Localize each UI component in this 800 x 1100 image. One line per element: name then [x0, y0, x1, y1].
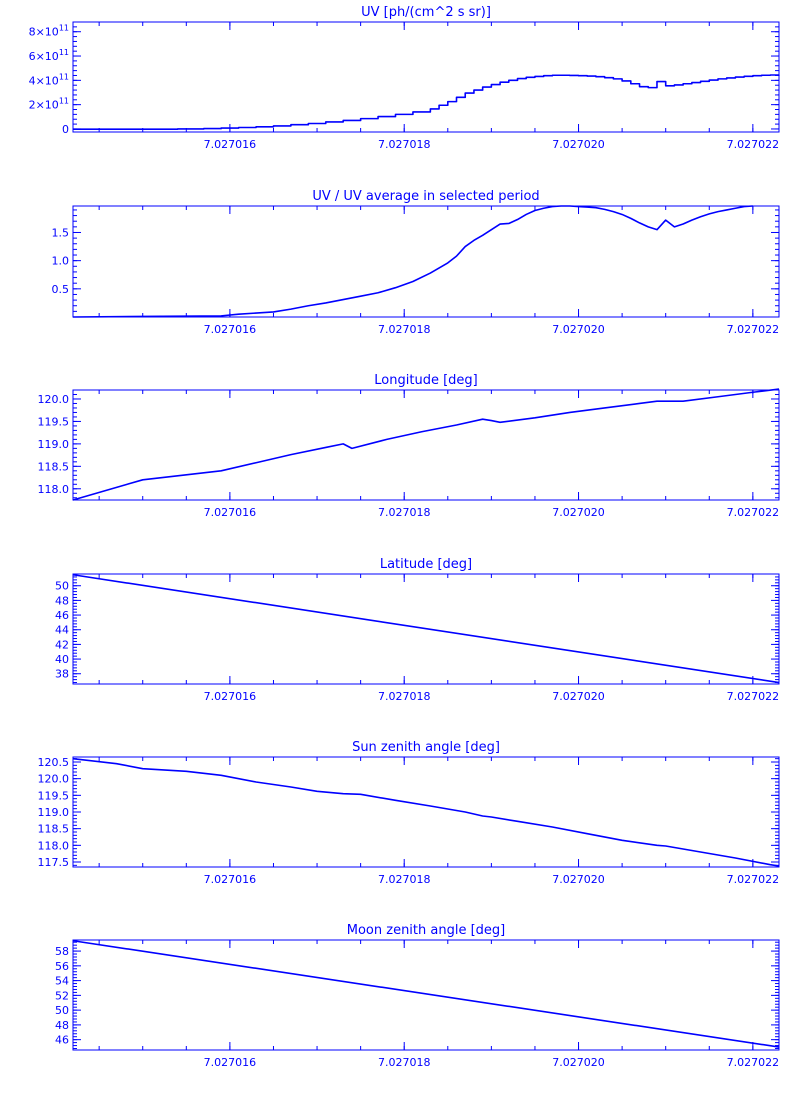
uv-x-tick-label: 7.027022	[727, 138, 780, 151]
longitude-x-tick-label: 7.027016	[204, 506, 257, 519]
sun-zenith-y-tick-label: 120.0	[38, 773, 70, 786]
latitude-y-tick-label: 48	[55, 594, 69, 607]
moon-zenith-y-tick-label: 48	[55, 1019, 69, 1032]
uv-ratio-y-tick-label: 1.5	[52, 226, 70, 239]
uv-y-tick-exponent: 11	[59, 72, 69, 81]
uv-y-tick-label: 8×1011	[29, 24, 69, 39]
uv-ratio-x-tick-label: 7.027016	[204, 323, 257, 336]
moon-zenith-y-tick-label: 54	[55, 975, 69, 988]
uv-ratio-x-tick-label: 7.027020	[552, 323, 605, 336]
latitude-frame	[72, 573, 780, 685]
latitude-x-tick-label: 7.027020	[552, 690, 605, 703]
latitude-y-tick-label: 50	[55, 580, 69, 593]
uv-y-tick-mantissa: 4×10	[29, 74, 59, 87]
longitude-frame	[72, 389, 780, 501]
moon-zenith-y-tick-label: 58	[55, 945, 69, 958]
uv-y-tick-label: 0	[62, 123, 69, 136]
latitude-y-tick-label: 42	[55, 638, 69, 651]
sun-zenith-y-tick-label: 117.5	[38, 856, 70, 869]
uv-series-line	[73, 74, 780, 131]
latitude-panel: Latitude [deg] 7.027016 7.027018 7.027020 7.…	[55, 557, 780, 703]
sun-zenith-series-line	[72, 757, 780, 867]
moon-zenith-y-tick-label: 56	[55, 960, 69, 973]
uv-ratio-panel: UV / UV average in selected period 7.0270…	[52, 189, 780, 336]
moon-zenith-y-tick-label: 50	[55, 1004, 69, 1017]
uv-x-tick-label: 7.027020	[552, 138, 605, 151]
longitude-y-tick-label: 120.0	[38, 393, 70, 406]
sun-zenith-title: Sun zenith angle [deg]	[352, 740, 500, 755]
uv-ratio-y-tick-label: 0.5	[52, 283, 70, 296]
uv-x-tick-label: 7.027016	[204, 138, 257, 151]
uv-panel: UV [ph/(cm^2 s sr)] 7.027016 7.027018 7.027…	[29, 5, 780, 151]
latitude-y-tick-label: 40	[55, 653, 69, 666]
latitude-x-tick-label: 7.027022	[727, 690, 780, 703]
sun-zenith-y-tick-label: 119.5	[38, 789, 70, 802]
moon-zenith-x-tick-label: 7.027022	[727, 1056, 780, 1069]
longitude-title: Longitude [deg]	[374, 373, 477, 388]
latitude-title: Latitude [deg]	[380, 557, 472, 572]
latitude-y-tick-label: 38	[55, 668, 69, 681]
uv-ratio-y-tick-label: 1.0	[52, 255, 70, 268]
sun-zenith-x-tick-label: 7.027020	[552, 873, 605, 886]
latitude-x-tick-label: 7.027016	[204, 690, 257, 703]
uv-y-tick-label: 2×1011	[29, 97, 69, 112]
latitude-y-tick-label: 44	[55, 624, 69, 637]
uv-y-tick-mantissa: 6×10	[29, 50, 59, 63]
latitude-series-line	[72, 573, 780, 684]
moon-zenith-y-tick-label: 46	[55, 1034, 69, 1047]
latitude-x-tick-label: 7.027018	[378, 690, 431, 703]
longitude-y-tick-label: 119.5	[38, 415, 70, 428]
uv-ratio-series-line	[72, 205, 753, 318]
moon-zenith-x-tick-label: 7.027020	[552, 1056, 605, 1069]
sun-zenith-x-tick-label: 7.027018	[378, 873, 431, 886]
longitude-x-tick-label: 7.027020	[552, 506, 605, 519]
sun-zenith-y-tick-label: 118.0	[38, 839, 70, 852]
longitude-x-tick-label: 7.027022	[727, 506, 780, 519]
sun-zenith-y-tick-label: 119.0	[38, 806, 70, 819]
uv-y-tick-label: 6×1011	[29, 48, 69, 63]
sun-zenith-y-tick-label: 118.5	[38, 823, 70, 836]
moon-zenith-series-line	[72, 939, 780, 1048]
uv-y-tick-exponent: 11	[59, 24, 69, 33]
sun-zenith-panel: Sun zenith angle [deg] 7.027016 7.027018 7.…	[38, 740, 780, 886]
uv-frame	[72, 21, 780, 133]
uv-y-tick-exponent: 11	[59, 48, 69, 57]
uv-ratio-title: UV / UV average in selected period	[312, 189, 539, 204]
uv-ratio-x-tick-label: 7.027018	[378, 323, 431, 336]
sun-zenith-frame	[72, 756, 780, 868]
uv-y-tick-exponent: 11	[59, 97, 69, 106]
sun-zenith-x-tick-label: 7.027016	[204, 873, 257, 886]
uv-y-tick-mantissa: 8×10	[29, 26, 59, 39]
uv-y-tick-mantissa: 0	[62, 123, 69, 136]
uv-title: UV [ph/(cm^2 s sr)]	[361, 5, 491, 20]
moon-zenith-x-tick-label: 7.027018	[378, 1056, 431, 1069]
longitude-panel: Longitude [deg] 7.027016 7.027018 7.027020 7…	[38, 373, 780, 519]
uv-x-tick-label: 7.027018	[378, 138, 431, 151]
uv-y-tick-label: 4×1011	[29, 72, 69, 87]
sun-zenith-x-tick-label: 7.027022	[727, 873, 780, 886]
longitude-series-line	[72, 388, 780, 501]
uv-ratio-frame	[72, 205, 780, 318]
longitude-y-tick-label: 118.5	[38, 460, 70, 473]
uv-ratio-x-tick-label: 7.027022	[727, 323, 780, 336]
longitude-x-tick-label: 7.027018	[378, 506, 431, 519]
sun-zenith-y-tick-label: 120.5	[38, 756, 70, 769]
longitude-y-tick-label: 119.0	[38, 438, 70, 451]
longitude-y-tick-label: 118.0	[38, 483, 70, 496]
moon-zenith-y-tick-label: 52	[55, 989, 69, 1002]
moon-zenith-x-tick-label: 7.027016	[204, 1056, 257, 1069]
moon-zenith-panel: Moon zenith angle [deg] 7.027016 7.027018 7…	[55, 923, 780, 1069]
uv-y-tick-mantissa: 2×10	[29, 99, 59, 112]
moon-zenith-title: Moon zenith angle [deg]	[347, 923, 505, 938]
latitude-y-tick-label: 46	[55, 609, 69, 622]
